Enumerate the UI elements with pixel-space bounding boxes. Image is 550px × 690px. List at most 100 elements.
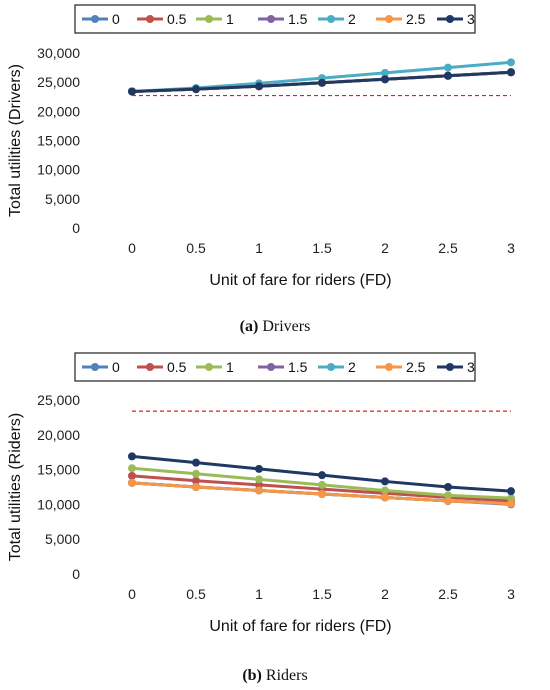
legend-swatch-marker — [327, 363, 335, 371]
legend-label: 0.5 — [167, 359, 187, 375]
data-point — [318, 471, 326, 480]
data-point — [128, 87, 136, 96]
legend-swatch-marker — [327, 15, 335, 23]
data-point — [128, 464, 136, 473]
legend-swatch-marker — [446, 15, 454, 23]
legend-label: 1.5 — [288, 359, 308, 375]
series-1 — [128, 464, 515, 503]
caption-text: Drivers — [262, 318, 310, 335]
caption-tag: (a) — [240, 318, 259, 335]
data-point — [444, 483, 452, 491]
x-axis-title: Unit of fare for riders (FD) — [209, 272, 391, 289]
x-axis-title: Unit of fare for riders (FD) — [209, 618, 391, 635]
x-tick-label: 1 — [255, 586, 263, 602]
caption-tag: (b) — [242, 667, 262, 684]
legend: 0 0.5 1 1.5 2 2.5 3 — [74, 352, 476, 382]
y-axis-title: Total utilities (Drivers) — [7, 64, 24, 217]
data-point — [318, 489, 326, 498]
legend-label: 3 — [467, 11, 475, 27]
legend-swatch-marker — [205, 15, 213, 23]
legend-swatch-marker — [205, 363, 213, 371]
y-tick-label: 10,000 — [37, 162, 80, 178]
x-tick-label: 3 — [507, 240, 515, 256]
y-tick-label: 0 — [72, 220, 80, 236]
data-point — [507, 499, 515, 508]
legend-label: 1.5 — [288, 11, 308, 27]
data-point — [255, 475, 263, 484]
x-tick-label: 2 — [381, 240, 389, 256]
data-point — [507, 494, 515, 503]
x-tick-label: 0 — [128, 586, 136, 602]
drivers-chart: 0 0.5 1 1.5 2 2.5 3 0 5,000 10,000 15,000 20,000 25,… — [7, 4, 515, 335]
x-tick-label: 2.5 — [438, 586, 458, 602]
y-tick-label: 30,000 — [37, 45, 80, 61]
data-point — [192, 469, 200, 478]
data-point — [192, 85, 200, 94]
data-point — [255, 82, 263, 91]
legend-swatch-marker — [267, 363, 275, 371]
legend: 0 0.5 1 1.5 2 2.5 3 — [74, 4, 476, 34]
legend-label: 2 — [348, 11, 356, 27]
x-tick-label: 2 — [381, 586, 389, 602]
legend-label: 2 — [348, 359, 356, 375]
y-tick-label: 10,000 — [37, 496, 80, 512]
data-point — [507, 68, 515, 77]
legend-swatch-marker — [91, 363, 99, 371]
y-tick-label: 5,000 — [45, 191, 80, 207]
x-tick-label: 0 — [128, 240, 136, 256]
x-tick-label: 0.5 — [186, 240, 206, 256]
x-tick-label: 3 — [507, 586, 515, 602]
riders-chart: 0 0.5 1 1.5 2 2.5 3 0 5,000 10,000 15,000 20,000 25,… — [7, 352, 515, 684]
data-point — [128, 452, 136, 461]
data-point — [318, 480, 326, 489]
x-tick-label: 1.5 — [312, 240, 332, 256]
data-point — [192, 483, 200, 491]
series-3 — [128, 68, 515, 96]
y-tick-label: 25,000 — [37, 74, 80, 90]
legend-swatch-marker — [146, 363, 154, 371]
data-point — [318, 78, 326, 87]
y-tick-label: 15,000 — [37, 462, 80, 478]
data-point — [255, 480, 263, 489]
data-point — [128, 471, 136, 480]
data-point — [381, 477, 389, 486]
legend-swatch-marker — [91, 15, 99, 23]
legend-label: 2.5 — [406, 359, 426, 375]
y-tick-label: 20,000 — [37, 427, 80, 443]
legend-label: 2.5 — [406, 11, 426, 27]
legend-label: 1 — [226, 11, 234, 27]
legend-swatch-marker — [267, 15, 275, 23]
data-point — [192, 476, 200, 485]
legend-swatch-marker — [385, 363, 393, 371]
y-tick-label: 15,000 — [37, 133, 80, 149]
data-point — [381, 68, 389, 77]
y-axis-title: Total utilities (Riders) — [7, 413, 24, 561]
figure-caption: (b) Riders — [242, 667, 307, 684]
data-point — [444, 491, 452, 500]
data-point — [381, 486, 389, 495]
data-point — [255, 486, 263, 495]
data-point — [444, 63, 452, 72]
legend-swatch-marker — [146, 15, 154, 23]
legend-swatch-marker — [446, 363, 454, 371]
legend-swatch-marker — [385, 15, 393, 23]
caption-text: Riders — [266, 667, 308, 684]
data-point — [128, 478, 136, 487]
data-point — [381, 493, 389, 502]
data-point — [444, 496, 452, 505]
data-point — [255, 464, 263, 473]
legend-label: 0 — [112, 359, 120, 375]
data-point — [507, 58, 515, 67]
y-tick-label: 0 — [72, 566, 80, 582]
data-point — [507, 487, 515, 496]
series-3 — [128, 452, 515, 496]
legend-label: 0 — [112, 11, 120, 27]
data-point — [381, 75, 389, 84]
data-point — [192, 458, 200, 467]
series-2.5 — [128, 478, 515, 508]
y-tick-label: 20,000 — [37, 103, 80, 119]
y-tick-label: 25,000 — [37, 392, 80, 408]
figure-caption: (a) Drivers — [240, 318, 311, 335]
x-tick-label: 0.5 — [186, 586, 206, 602]
